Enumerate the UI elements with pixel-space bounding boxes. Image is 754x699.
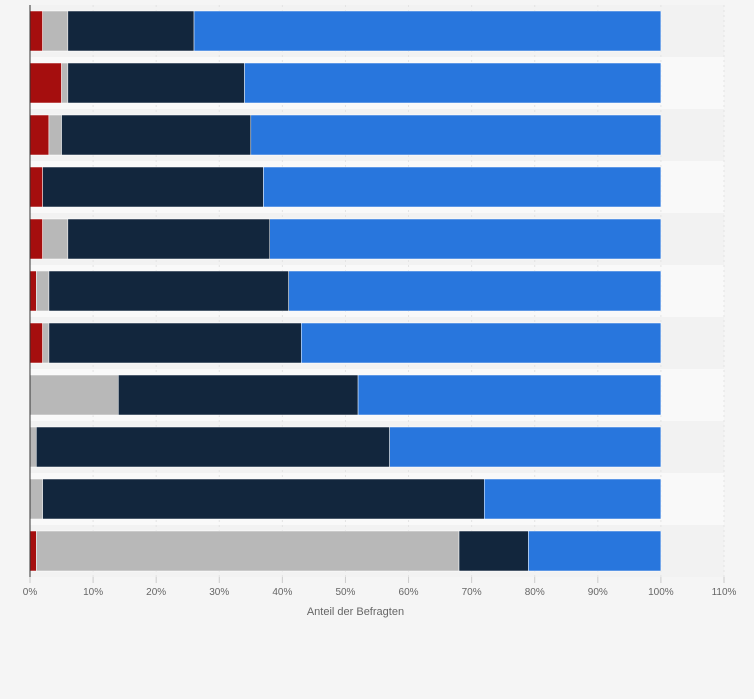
x-tick-label: 30% [209, 587, 229, 598]
bar-segment-blue[interactable] [484, 478, 662, 520]
bar-segment-light-gray[interactable] [36, 530, 460, 572]
bar-segment-blue[interactable] [301, 322, 662, 364]
bar-segment-blue[interactable] [288, 270, 662, 312]
stacked-bar-chart: 0% 10% 20% 30% 40% 50% 60% 70% 80% 90% 100% 110% An… [23, 5, 737, 618]
bar-segment-dark-red[interactable] [29, 10, 43, 52]
bar-segment-blue[interactable] [244, 62, 662, 104]
x-tick-label: 50% [335, 587, 355, 598]
bar-segment-dark-navy[interactable] [36, 426, 390, 468]
x-tick-label: 110% [712, 587, 737, 598]
bar-segment-dark-red[interactable] [29, 270, 37, 312]
bar-segment-dark-navy[interactable] [67, 62, 245, 104]
bar-segment-light-gray[interactable] [29, 374, 119, 416]
bar-segment-light-gray[interactable] [48, 114, 62, 156]
bar-segment-dark-red[interactable] [29, 166, 43, 208]
bar-segment-dark-navy[interactable] [61, 114, 252, 156]
bar-segment-dark-red[interactable] [29, 218, 43, 260]
bar-segment-dark-red[interactable] [29, 62, 62, 104]
bar-segment-dark-navy[interactable] [458, 530, 529, 572]
bar-segment-dark-navy[interactable] [42, 166, 264, 208]
x-tick-label: 10% [83, 587, 103, 598]
x-tick-label: 100% [648, 587, 674, 598]
bar-segment-blue[interactable] [357, 374, 662, 416]
x-tick-label: 90% [588, 587, 608, 598]
x-tick-label: 20% [146, 587, 166, 598]
x-tick-label: 40% [272, 587, 292, 598]
x-axis: 0% 10% 20% 30% 40% 50% 60% 70% 80% 90% 100% 110% [23, 5, 737, 598]
bar-segment-dark-navy[interactable] [48, 322, 302, 364]
x-tick-label: 70% [462, 587, 482, 598]
bar-segment-blue[interactable] [269, 218, 662, 260]
bar-segment-light-gray[interactable] [42, 10, 69, 52]
bar-segment-dark-red[interactable] [29, 530, 37, 572]
x-axis-title: Anteil der Befragten [307, 606, 404, 618]
bar-segment-dark-navy[interactable] [42, 478, 485, 520]
bar-segment-blue[interactable] [250, 114, 662, 156]
x-tick-label: 80% [525, 587, 545, 598]
bar-segment-light-gray[interactable] [42, 322, 50, 364]
bar-segment-dark-navy[interactable] [118, 374, 359, 416]
bars [29, 10, 662, 572]
bar-segment-blue[interactable] [263, 166, 662, 208]
x-tick-label: 0% [23, 587, 38, 598]
bar-segment-dark-navy[interactable] [67, 218, 270, 260]
bar-segment-light-gray[interactable] [29, 426, 37, 468]
bar-segment-light-gray[interactable] [42, 218, 69, 260]
bar-segment-light-gray[interactable] [61, 62, 69, 104]
bar-segment-dark-navy[interactable] [67, 10, 195, 52]
bar-segment-light-gray[interactable] [36, 270, 50, 312]
bar-segment-blue[interactable] [193, 10, 662, 52]
bar-segment-light-gray[interactable] [29, 478, 43, 520]
bar-segment-blue[interactable] [389, 426, 662, 468]
bar-segment-blue[interactable] [528, 530, 662, 572]
bar-segment-dark-red[interactable] [29, 114, 50, 156]
bar-segment-dark-navy[interactable] [48, 270, 289, 312]
bar-segment-dark-red[interactable] [29, 322, 43, 364]
x-tick-label: 60% [399, 587, 419, 598]
